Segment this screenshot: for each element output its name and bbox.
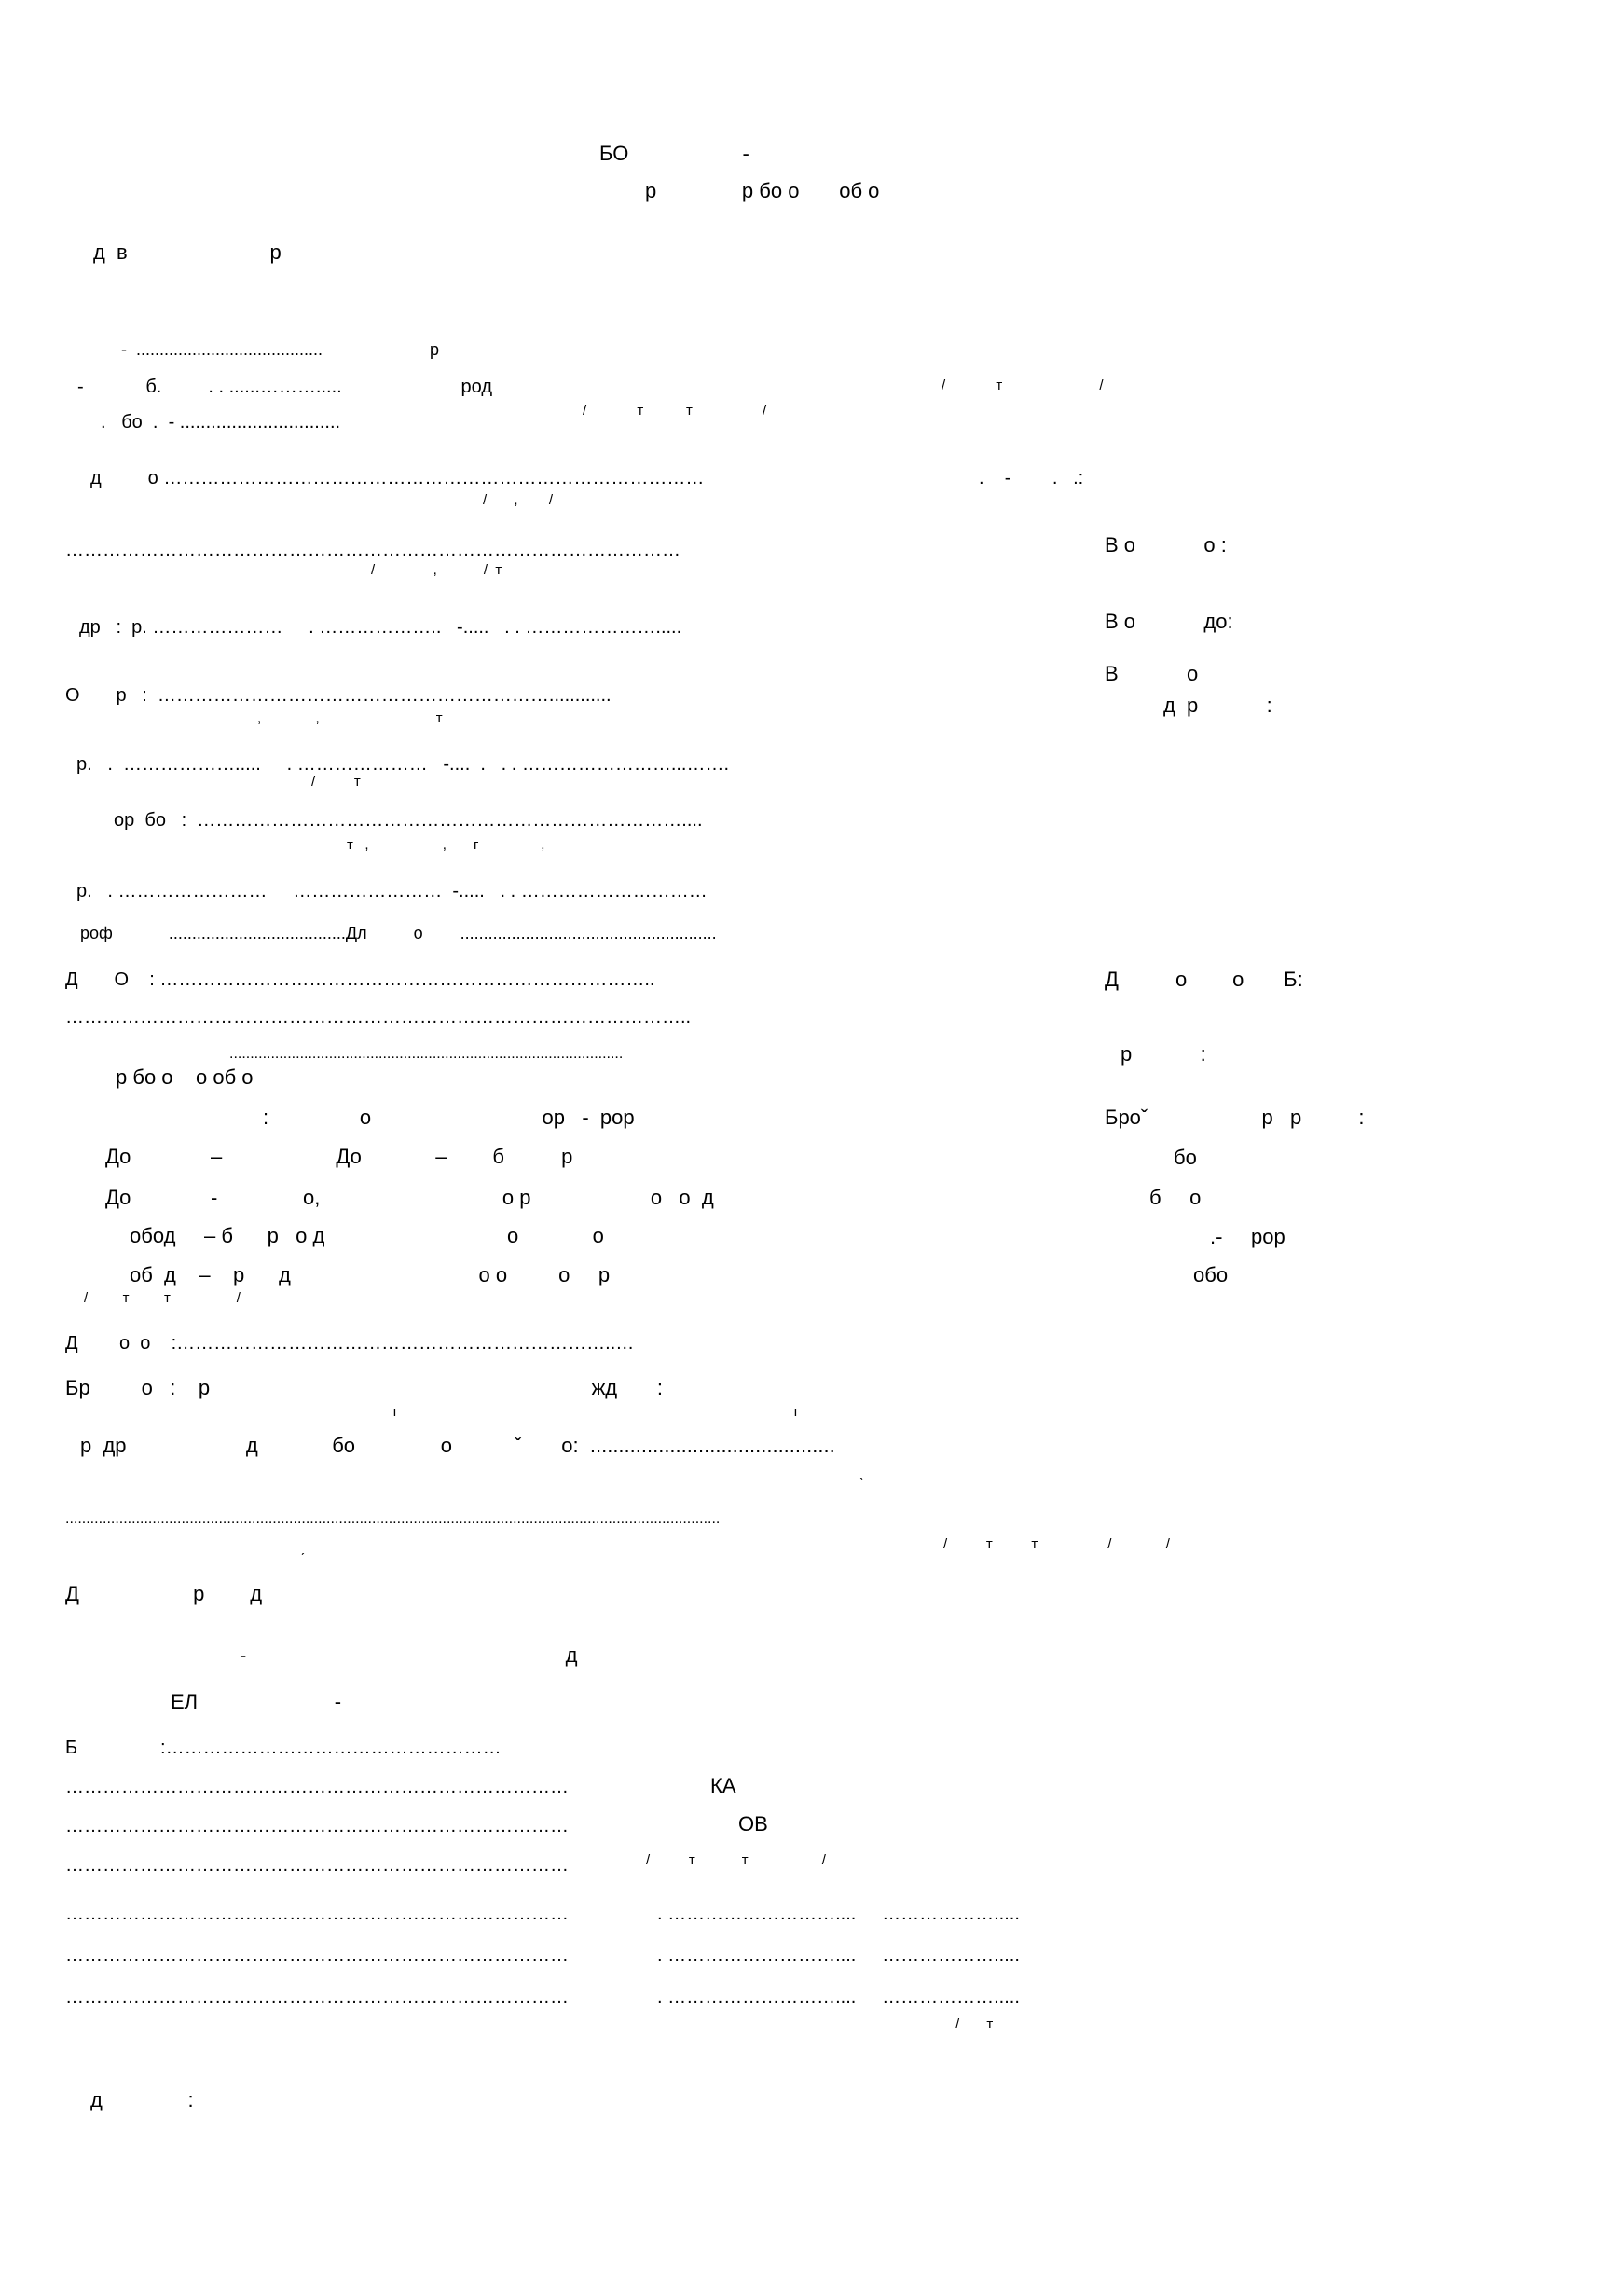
body-subline: ˏ <box>300 1540 305 1556</box>
dotted-line: ……………………………………………………………………… <box>65 1987 569 2008</box>
signature-b-line: Б :……………………………………………… <box>65 1738 502 1758</box>
right-column-item: В о о : <box>1105 533 1227 557</box>
body-line: ........................................… <box>229 1046 624 1062</box>
body-subline: / т / <box>942 378 1104 393</box>
right-column-item: В о до: <box>1105 610 1233 633</box>
right-column-item: Броˇ р р : <box>1105 1106 1365 1129</box>
date-line: . ……………………….... ………………..... <box>657 1945 1020 1966</box>
dotted-line: ……………………………………………………………………… <box>65 1904 569 1924</box>
body-line: об д – р д о о о р <box>130 1263 611 1286</box>
date-line-sub: / т <box>955 2016 994 2032</box>
body-line: Д о о :……………………………………………………………..… <box>65 1333 635 1354</box>
body-line: р бо о о об о <box>116 1066 254 1089</box>
body-line: О р : ………………………………………………………............ <box>65 685 612 706</box>
body-line: роф ....................................… <box>80 924 717 942</box>
body-line: Д р д <box>65 1582 263 1605</box>
body-subline: т , , г , <box>347 837 545 853</box>
section-label: д в р <box>93 241 282 264</box>
signature-top: - д <box>240 1643 578 1667</box>
body-line: обод – б р о д о о <box>130 1224 604 1247</box>
body-subline: / т т / / <box>943 1536 1170 1552</box>
dotted-line: ……………………………………………………………………… <box>65 1855 569 1876</box>
body-subline: / , / <box>483 492 554 508</box>
body-subline: / т <box>311 774 361 790</box>
document-subtitle: р р бо о об о <box>645 179 880 202</box>
right-column-item: .- рор <box>1210 1225 1285 1248</box>
document-title: БО - <box>599 142 749 165</box>
signature-slash-line: / т т / <box>646 1852 826 1868</box>
body-line: До – До – б р <box>105 1145 573 1168</box>
body-subline: / т т / <box>583 403 767 419</box>
body-subline: ˎ <box>859 1465 864 1481</box>
body-subline: т <box>392 1404 398 1420</box>
body-line: р. . …………………… …………………… -..... . . ………………… <box>76 881 708 901</box>
footer-label: д : <box>90 2088 194 2111</box>
signature-ka: КА <box>710 1774 736 1797</box>
right-column-item: Д о о Б: <box>1105 968 1303 991</box>
date-line: . ……………………….... ………………..... <box>657 1987 1020 2008</box>
body-line: Д О : …………………………………………………………………….. <box>65 969 655 990</box>
right-column-item: р : <box>1120 1042 1206 1066</box>
right-column-item: д р : <box>1163 694 1272 717</box>
signature-ov: ОВ <box>738 1812 768 1835</box>
body-line: д о …………………………………………………………………………… <box>90 468 705 488</box>
body-line: ........................................… <box>65 1511 721 1527</box>
dotted-line: ……………………………………………………………………… <box>65 1945 569 1966</box>
dotted-line: ……………………………………………………………………… <box>65 1816 569 1836</box>
body-line: р. . ………………..... . ………………… -.... . . . …… <box>76 754 730 775</box>
body-line: ……………………………………………………………………………………….. <box>65 1007 692 1027</box>
right-column-item: . - . .: <box>979 468 1084 488</box>
body-line: - б. . . ......………..... род <box>77 377 492 397</box>
right-column-item: б о <box>1149 1186 1202 1209</box>
body-line: др : р. ………………… . ……………….. -..... . . ……… <box>79 617 682 638</box>
body-line: ……………………………………………………………………………………… <box>65 540 680 560</box>
dotted-line: ……………………………………………………………………… <box>65 1777 569 1797</box>
body-line: р др д бо о ˇ о: .......................… <box>80 1434 835 1457</box>
right-column-item: В о <box>1105 662 1199 685</box>
body-line: - ......................................… <box>121 340 440 359</box>
body-subline: / т т / <box>84 1290 241 1306</box>
body-line: . бо . - ............................... <box>101 412 341 433</box>
body-line: Бр о : р жд : <box>65 1376 664 1399</box>
body-subline: / , / т <box>371 562 502 578</box>
signature-el-label: ЕЛ - <box>171 1690 342 1713</box>
right-column-item: обо <box>1193 1263 1229 1286</box>
body-subline: , , т <box>257 710 443 726</box>
body-line: До - о, о р о о д <box>105 1186 714 1209</box>
date-line: . ……………………….... ………………..... <box>657 1904 1020 1924</box>
body-line: ор бо : …………………………………………………………………….... <box>114 810 703 831</box>
body-subline: т <box>792 1404 799 1420</box>
right-column-item: бо <box>1174 1146 1197 1169</box>
body-line: : о ор - рор <box>263 1106 635 1129</box>
